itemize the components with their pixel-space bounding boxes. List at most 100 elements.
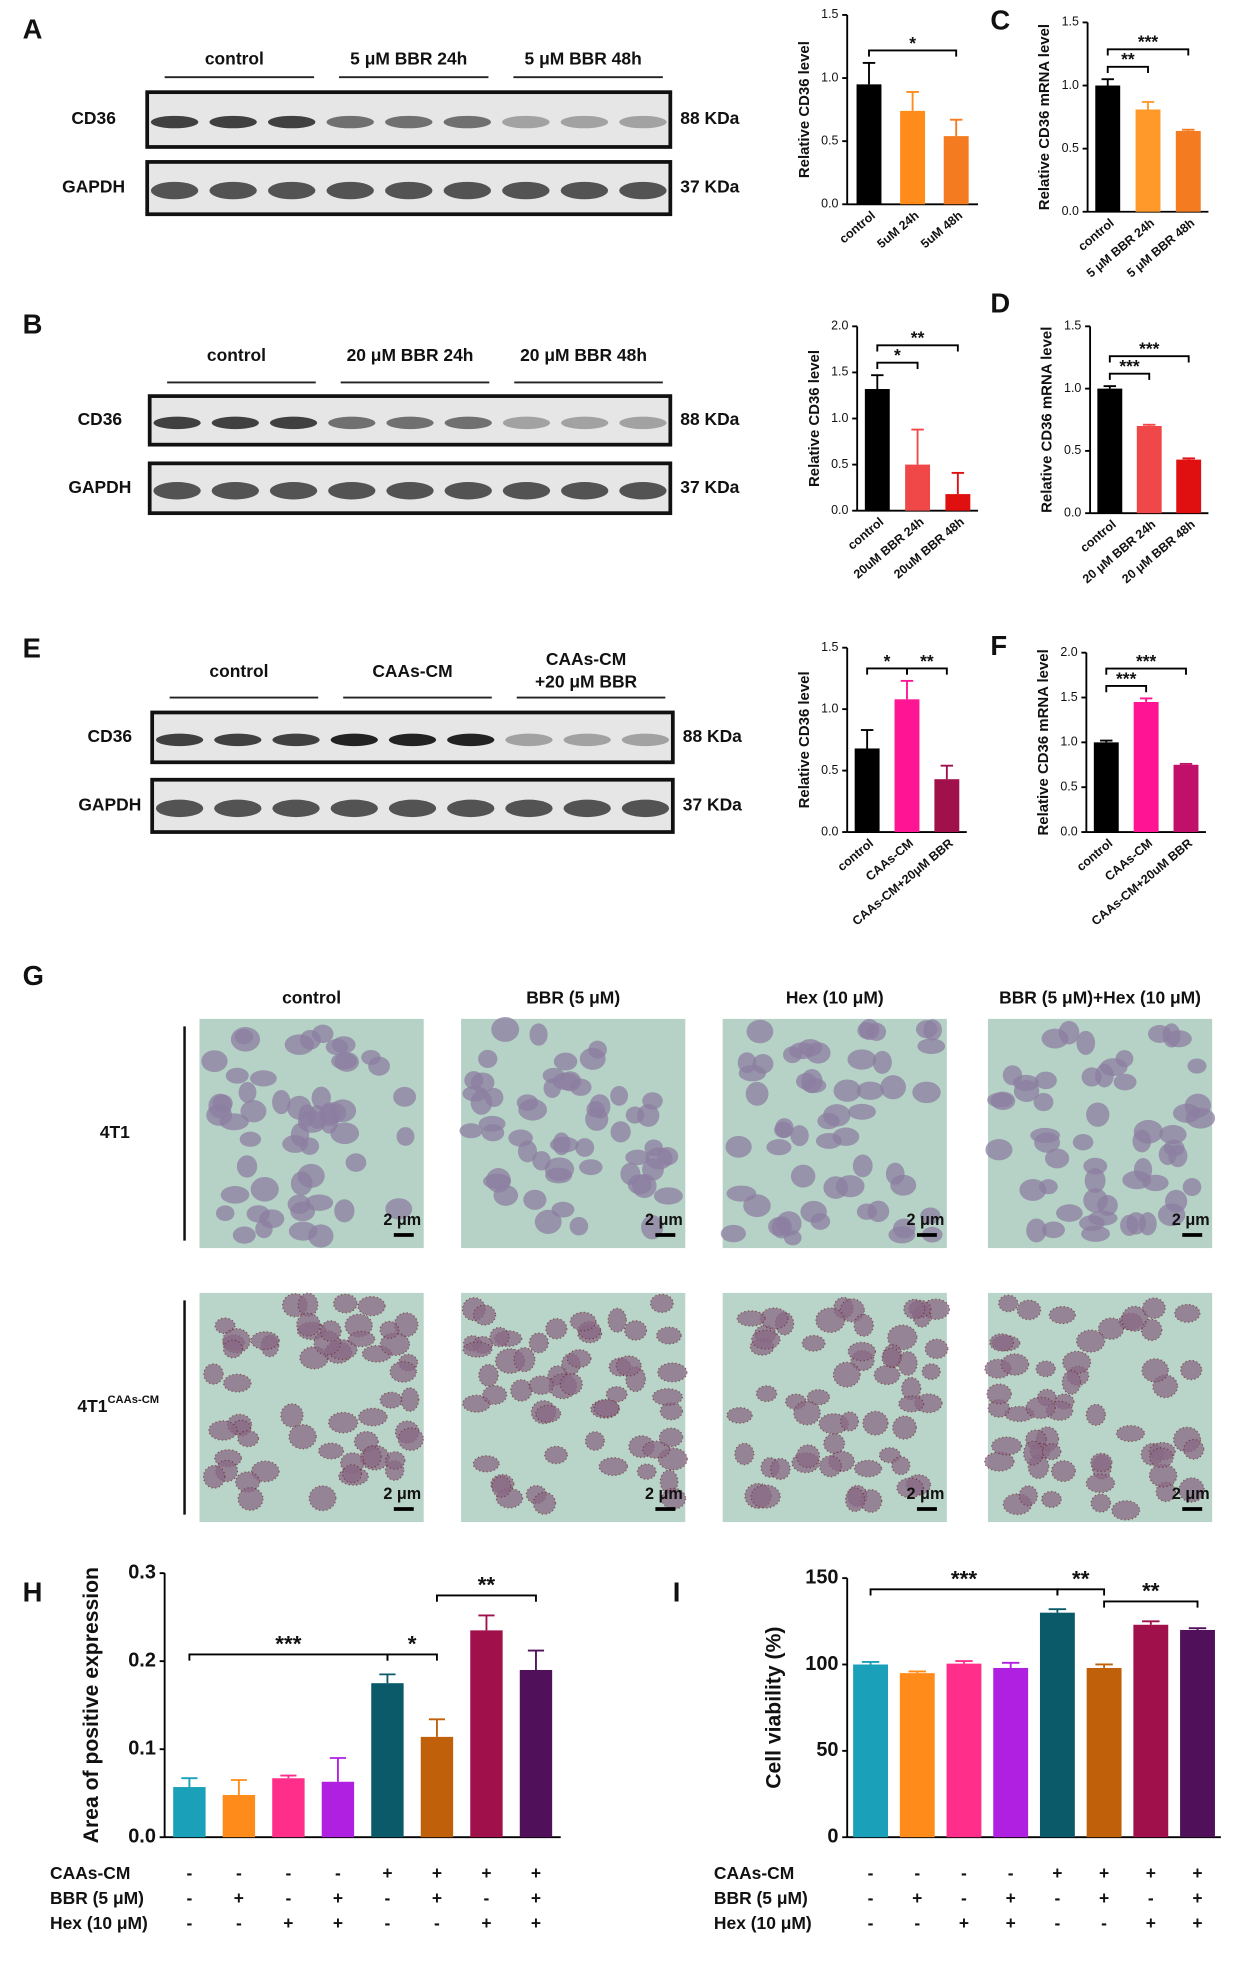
bar xyxy=(1097,388,1123,514)
cell xyxy=(1075,1329,1106,1353)
band xyxy=(619,181,667,200)
cell xyxy=(991,1436,1023,1456)
condition-sign: + xyxy=(531,1888,541,1908)
row-label-superscript: CAAs-CM xyxy=(107,1394,159,1406)
cell xyxy=(725,1135,752,1158)
molecular-weight: 88 KDa xyxy=(680,108,739,128)
cell xyxy=(489,1326,510,1348)
cell xyxy=(357,1296,386,1317)
y-axis-label: Cell viability (%) xyxy=(763,1627,786,1789)
cell xyxy=(482,1385,508,1405)
error-bar xyxy=(1048,1608,1067,1613)
significance-bracket xyxy=(868,49,958,57)
cell xyxy=(513,1347,536,1373)
cell xyxy=(750,1484,781,1509)
cell xyxy=(818,1455,842,1478)
band xyxy=(209,181,257,200)
significance-label: * xyxy=(884,651,891,671)
cell xyxy=(328,1411,359,1434)
cell xyxy=(284,1034,315,1055)
condition-label: CAAs-CM xyxy=(50,1863,130,1883)
error-bar xyxy=(862,61,876,85)
error-bar xyxy=(181,1777,198,1788)
y-tick-label: 0 xyxy=(827,1825,838,1847)
bar xyxy=(1093,742,1119,833)
condition-sign: - xyxy=(914,1913,920,1933)
y-tick-label: 0.0 xyxy=(128,1825,156,1847)
bar xyxy=(854,748,880,833)
condition-sign: + xyxy=(333,1913,343,1933)
condition-sign: + xyxy=(531,1913,541,1933)
error-bar xyxy=(1141,101,1155,110)
cell xyxy=(1030,1127,1061,1143)
cell xyxy=(318,1442,345,1460)
panel-letter: F xyxy=(990,630,1007,661)
significance-bracket xyxy=(1106,48,1190,56)
column-label: BBR (5 μM)+Hex (10 μM) xyxy=(999,988,1201,1008)
cell xyxy=(1025,1396,1056,1420)
cell xyxy=(385,1198,413,1220)
cell xyxy=(529,1023,548,1046)
significance-bracket xyxy=(1105,667,1187,675)
bar xyxy=(321,1781,355,1838)
panel-letter: G xyxy=(23,960,44,991)
bar xyxy=(1039,1612,1075,1838)
scale-bar xyxy=(393,1233,414,1237)
cell xyxy=(770,1457,791,1481)
y-tick-label: 0.1 xyxy=(128,1737,156,1759)
cell xyxy=(806,1389,831,1406)
y-tick-label: 0.5 xyxy=(821,763,838,777)
band xyxy=(505,733,553,747)
bar xyxy=(1180,1629,1215,1838)
line: +20 μM BBR xyxy=(535,671,638,691)
condition-label: Hex (10 μM) xyxy=(714,1913,812,1933)
y-axis-label: Relative CD36 mRNA level xyxy=(1039,327,1056,513)
band xyxy=(619,482,667,500)
cell xyxy=(593,1398,620,1418)
band xyxy=(150,115,199,129)
y-tick-label: 0.0 xyxy=(1060,824,1077,838)
y-axis-label: Relative CD36 level xyxy=(796,671,813,808)
cell xyxy=(840,1411,859,1432)
cell xyxy=(805,1042,831,1064)
cell xyxy=(1002,1065,1023,1086)
cell xyxy=(325,1038,349,1055)
cell xyxy=(341,1464,363,1484)
error-bar xyxy=(1182,128,1195,131)
cell xyxy=(308,1485,337,1512)
cell xyxy=(579,1159,603,1176)
bar xyxy=(1133,702,1159,833)
bar xyxy=(946,1663,982,1838)
cell xyxy=(659,1402,683,1421)
error-bar xyxy=(1142,1620,1160,1625)
scale-bar xyxy=(655,1507,676,1511)
cell xyxy=(881,1347,902,1368)
significance-bracket xyxy=(436,1594,537,1602)
cell xyxy=(330,1122,360,1145)
cell xyxy=(892,1415,917,1440)
band xyxy=(621,799,670,818)
cell xyxy=(1183,1438,1205,1460)
cell xyxy=(345,1153,367,1172)
condition-label: BBR (5 μM) xyxy=(714,1888,808,1908)
band xyxy=(150,181,199,200)
cell xyxy=(746,1019,774,1044)
cell xyxy=(734,1442,755,1466)
bar xyxy=(1136,425,1162,514)
blot-group-label: CAAs-CM xyxy=(372,661,452,681)
band xyxy=(561,482,609,500)
panel-letter: C xyxy=(990,5,1010,36)
condition-sign: - xyxy=(1101,1913,1107,1933)
cell xyxy=(844,1487,866,1513)
cell xyxy=(1078,1215,1105,1231)
y-axis-label: Relative CD36 level xyxy=(796,41,813,178)
cell xyxy=(552,1132,571,1156)
cell xyxy=(203,1363,224,1385)
cell xyxy=(528,1332,549,1354)
cell xyxy=(1120,1214,1139,1236)
band xyxy=(447,733,495,747)
significance-bracket xyxy=(1056,1588,1106,1596)
bar xyxy=(1095,85,1121,212)
error-bar xyxy=(1143,423,1156,426)
y-tick-label: 0.0 xyxy=(1064,505,1081,519)
